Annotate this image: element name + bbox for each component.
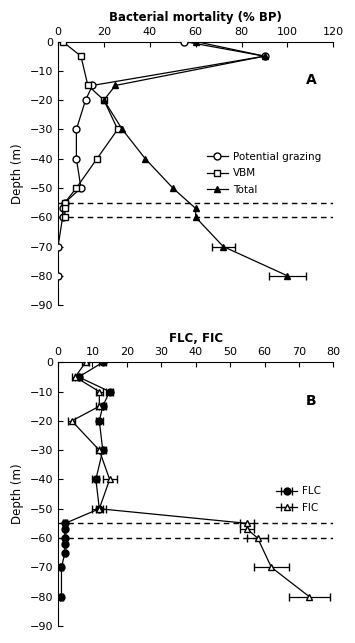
Potential grazing (79, 184, 83, 192)
VBM (63, 213, 67, 221)
Total (285, 272, 290, 280)
Potential grazing (56, 242, 60, 250)
VBM (102, 96, 106, 104)
Potential grazing (90, 82, 94, 89)
Total (221, 242, 225, 250)
Total (113, 82, 118, 89)
VBM (74, 184, 78, 192)
Line: VBM: VBM (59, 38, 121, 221)
Total (143, 155, 147, 163)
Potential grazing (83, 96, 88, 104)
VBM (79, 52, 83, 60)
X-axis label: FLC, FIC: FLC, FIC (169, 332, 223, 345)
Potential grazing (74, 125, 78, 133)
Total (171, 184, 175, 192)
Potential grazing (60, 204, 65, 212)
VBM (63, 204, 67, 212)
Y-axis label: Depth (m): Depth (m) (11, 464, 24, 525)
Potential grazing (182, 38, 186, 46)
Text: B: B (306, 394, 317, 408)
Potential grazing (262, 52, 267, 60)
Potential grazing (63, 199, 67, 206)
Legend: FLC, FIC: FLC, FIC (272, 482, 326, 517)
Total (120, 125, 124, 133)
Total (102, 96, 106, 104)
Potential grazing (60, 213, 65, 221)
VBM (115, 125, 120, 133)
VBM (95, 155, 99, 163)
Total (262, 52, 267, 60)
Y-axis label: Depth (m): Depth (m) (11, 143, 24, 204)
Potential grazing (56, 272, 60, 280)
Text: A: A (306, 73, 317, 87)
X-axis label: Bacterial mortality (% BP): Bacterial mortality (% BP) (109, 11, 282, 24)
VBM (63, 199, 67, 206)
Total (193, 204, 198, 212)
Line: Potential grazing: Potential grazing (55, 38, 268, 279)
VBM (86, 82, 90, 89)
VBM (60, 38, 65, 46)
Potential grazing (74, 155, 78, 163)
Total (193, 213, 198, 221)
Total (193, 38, 198, 46)
Line: Total: Total (100, 38, 291, 279)
Legend: Potential grazing, VBM, Total: Potential grazing, VBM, Total (203, 148, 326, 199)
